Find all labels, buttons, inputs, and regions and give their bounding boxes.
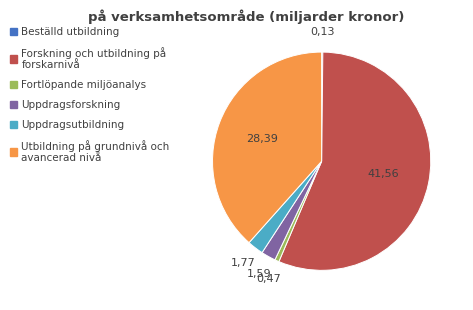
Text: 1,59: 1,59 [246, 268, 271, 279]
Wedge shape [262, 161, 322, 260]
Text: 1,77: 1,77 [231, 259, 256, 268]
Text: 41,56: 41,56 [368, 169, 399, 179]
Text: på verksamhetsområde (miljarder kronor): på verksamhetsområde (miljarder kronor) [88, 9, 404, 24]
Wedge shape [249, 161, 322, 253]
Text: 0,13: 0,13 [310, 28, 334, 38]
Wedge shape [275, 161, 322, 262]
Legend: Beställd utbildning, Forskning och utbildning på
forskarnivå, Fortlöpande miljöa: Beställd utbildning, Forskning och utbil… [10, 27, 170, 163]
Wedge shape [322, 52, 323, 161]
Wedge shape [212, 52, 322, 243]
Wedge shape [279, 52, 431, 270]
Text: 0,47: 0,47 [256, 274, 281, 284]
Text: 28,39: 28,39 [246, 134, 279, 144]
